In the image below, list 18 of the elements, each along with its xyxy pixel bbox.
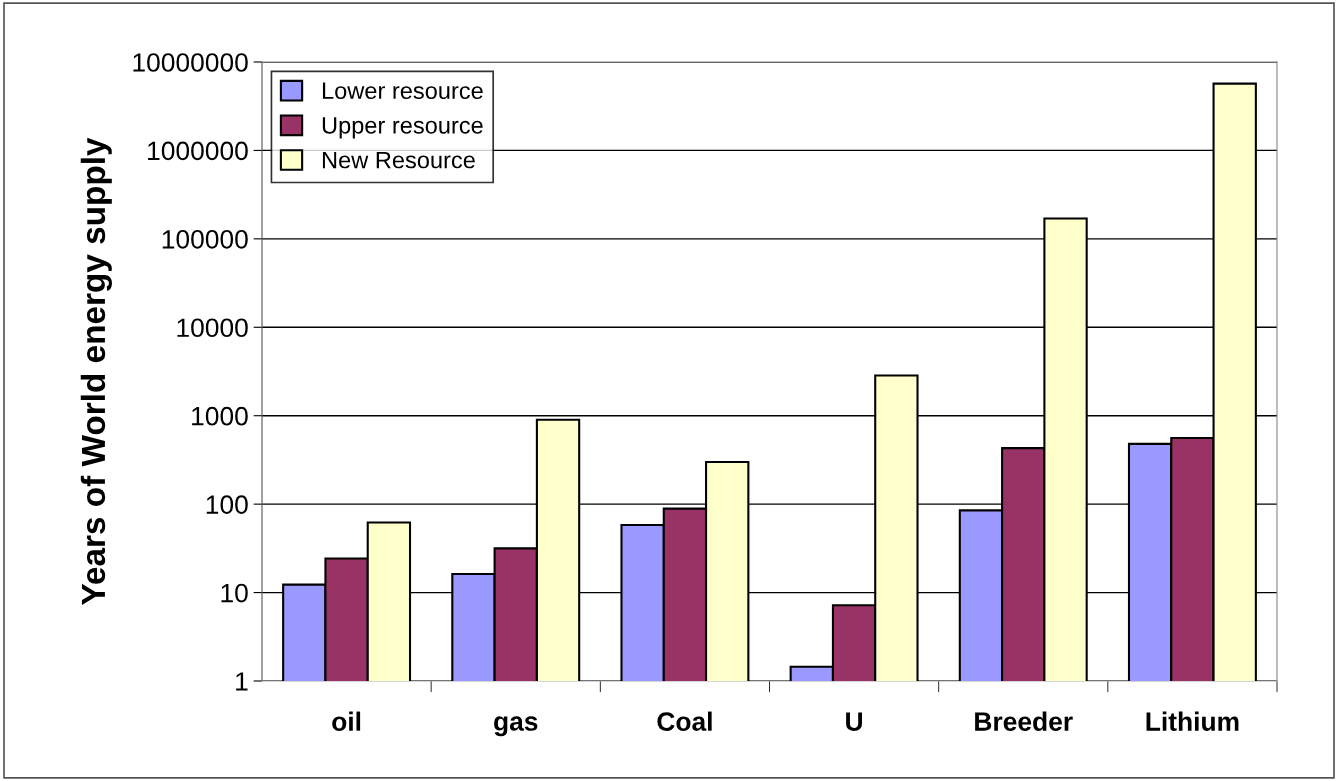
x-tick-label: gas — [494, 716, 538, 737]
y-tick-label: 100000 — [162, 229, 248, 249]
legend-label: New Resource — [322, 151, 475, 169]
x-tick-label: Coal — [657, 711, 712, 731]
y-tick-label: 1000000 — [148, 141, 248, 161]
y-tick-label: 1 — [236, 672, 248, 691]
y-tick-label: 10000000 — [133, 53, 248, 72]
legend-label: Upper resource — [322, 117, 483, 139]
x-tick-label: Lithium — [1146, 711, 1239, 731]
x-tick-label: Breeder — [975, 711, 1073, 731]
y-tick-label: 1000 — [192, 406, 248, 426]
y-tick-label: 100 — [206, 495, 248, 514]
y-tick-label: 10 — [221, 583, 248, 603]
legend-label: Lower resource — [322, 82, 483, 100]
y-axis-title: Years of World energy supply — [80, 137, 112, 605]
x-tick-label: oil — [332, 711, 361, 731]
y-tick-label: 10000 — [177, 318, 248, 338]
x-tick-label: U — [846, 712, 862, 731]
